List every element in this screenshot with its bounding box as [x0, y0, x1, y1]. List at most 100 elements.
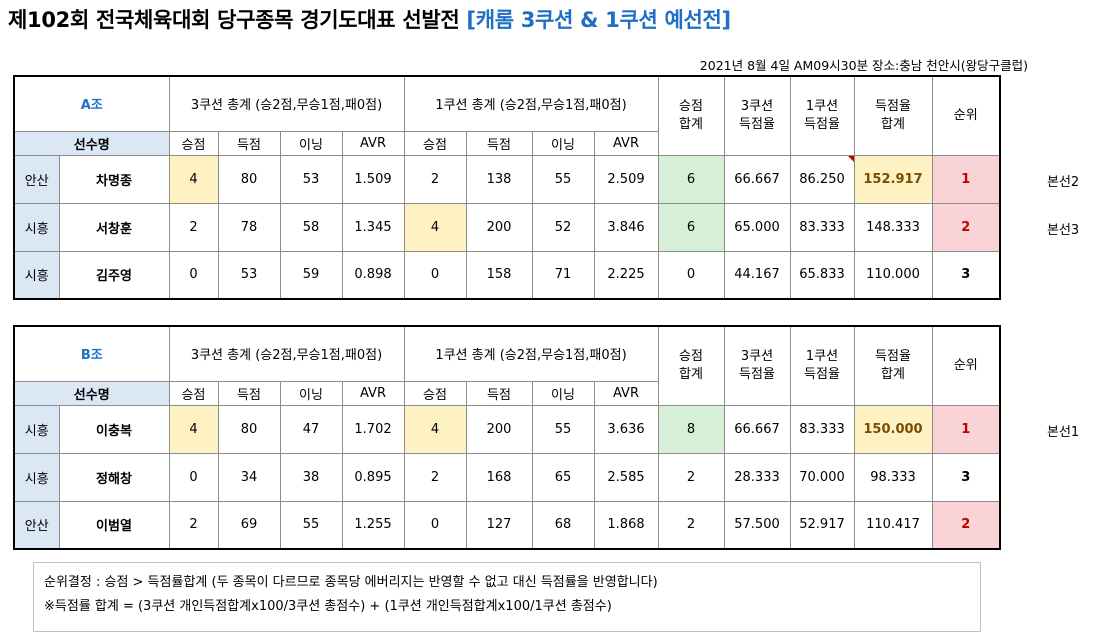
sub-header: 승점: [168, 380, 219, 406]
c3-innings: 55: [279, 500, 343, 550]
one-rate: 65.833: [789, 250, 855, 300]
rate-sum-header: 득점율 합계: [853, 75, 933, 156]
sub-header: AVR: [593, 130, 659, 156]
region: 시흥: [13, 202, 60, 252]
c1-points: 4: [403, 404, 467, 454]
player-label: 선수명: [13, 130, 170, 156]
one-cushion-header: 1쿠션 총계 (승2점,무승1점,패0점): [403, 75, 659, 132]
event-info: 2021년 8월 4일 AM09시30분 장소:충남 천안시(왕당구클럽): [699, 58, 1028, 73]
one-rate: 70.000: [789, 452, 855, 502]
sub-header: 이닝: [279, 130, 343, 156]
qualification-note: 본선2: [1047, 175, 1080, 190]
sub-header: 이닝: [279, 380, 343, 406]
three-rate: 66.667: [723, 154, 791, 204]
c3-score: 80: [217, 154, 281, 204]
c3-avr: 1.509: [341, 154, 405, 204]
three-rate: 28.333: [723, 452, 791, 502]
c1-score: 138: [465, 154, 533, 204]
title-highlight: [캐롬 3쿠션 & 1쿠션 예선전]: [466, 8, 731, 32]
c1-score: 200: [465, 404, 533, 454]
three-rate-header: 3쿠션 득점율: [723, 75, 791, 156]
rank: 3: [931, 452, 1001, 502]
sub-header: 승점: [403, 380, 467, 406]
rate-sum: 98.333: [853, 452, 933, 502]
c1-innings: 55: [531, 154, 595, 204]
table-row: 시흥 김주영 0 53 59 0.898 0 158 71 2.225 0 44…: [13, 250, 1001, 300]
c1-avr: 1.868: [593, 500, 659, 550]
points-sum: 2: [657, 452, 725, 502]
region: 안산: [13, 154, 60, 204]
c1-avr: 2.585: [593, 452, 659, 502]
points-sum: 0: [657, 250, 725, 300]
c3-avr: 0.898: [341, 250, 405, 300]
sub-header: 득점: [217, 130, 281, 156]
c1-avr: 2.225: [593, 250, 659, 300]
c3-innings: 53: [279, 154, 343, 204]
player-name: 김주영: [58, 250, 170, 300]
points-sum: 6: [657, 202, 725, 252]
rank: 1: [931, 404, 1001, 454]
points-sum: 8: [657, 404, 725, 454]
one-rate-header: 1쿠션 득점율: [789, 75, 855, 156]
sub-header: 승점: [168, 130, 219, 156]
group-a-table: A조 3쿠션 총계 (승2점,무승1점,패0점) 1쿠션 총계 (승2점,무승1…: [13, 75, 1001, 300]
player-label: 선수명: [13, 380, 170, 406]
c3-avr: 1.345: [341, 202, 405, 252]
rank-header: 순위: [931, 325, 1001, 406]
c1-score: 127: [465, 500, 533, 550]
rank: 3: [931, 250, 1001, 300]
c1-points: 0: [403, 500, 467, 550]
sub-header: 득점: [465, 380, 533, 406]
player-name: 정해창: [58, 452, 170, 502]
c1-avr: 3.846: [593, 202, 659, 252]
c3-innings: 59: [279, 250, 343, 300]
qualification-note: 본선1: [1047, 425, 1080, 440]
table-row: 시흥 서창훈 2 78 58 1.345 4 200 52 3.846 6 65…: [13, 202, 1001, 252]
c3-points: 2: [168, 500, 219, 550]
sub-header: AVR: [593, 380, 659, 406]
c1-innings: 65: [531, 452, 595, 502]
c1-innings: 71: [531, 250, 595, 300]
points-sum-header: 승점 합계: [657, 325, 725, 406]
three-rate: 57.500: [723, 500, 791, 550]
c3-innings: 47: [279, 404, 343, 454]
sub-header: 이닝: [531, 130, 595, 156]
c1-score: 200: [465, 202, 533, 252]
c3-score: 53: [217, 250, 281, 300]
player-name: 서창훈: [58, 202, 170, 252]
c3-avr: 0.895: [341, 452, 405, 502]
region: 시흥: [13, 250, 60, 300]
one-rate: 83.333: [789, 404, 855, 454]
table-row: 안산 이범열 2 69 55 1.255 0 127 68 1.868 2 57…: [13, 500, 1001, 550]
rate-sum: 110.000: [853, 250, 933, 300]
one-rate-header: 1쿠션 득점율: [789, 325, 855, 406]
c1-innings: 68: [531, 500, 595, 550]
c3-score: 80: [217, 404, 281, 454]
one-rate: 86.250: [789, 154, 855, 204]
rate-sum: 148.333: [853, 202, 933, 252]
c3-avr: 1.255: [341, 500, 405, 550]
c1-points: 2: [403, 452, 467, 502]
three-cushion-header: 3쿠션 총계 (승2점,무승1점,패0점): [168, 75, 405, 132]
rate-sum-header: 득점율 합계: [853, 325, 933, 406]
c3-score: 78: [217, 202, 281, 252]
c3-score: 69: [217, 500, 281, 550]
group-b-table: B조 3쿠션 총계 (승2점,무승1점,패0점) 1쿠션 총계 (승2점,무승1…: [13, 325, 1001, 550]
page-title: 제102회 전국체육대회 당구종목 경기도대표 선발전 [캐롬 3쿠션 & 1쿠…: [8, 4, 731, 34]
rank-header: 순위: [931, 75, 1001, 156]
player-name: 이충복: [58, 404, 170, 454]
one-rate: 83.333: [789, 202, 855, 252]
one-cushion-header: 1쿠션 총계 (승2점,무승1점,패0점): [403, 325, 659, 382]
sub-header: 승점: [403, 130, 467, 156]
c1-avr: 3.636: [593, 404, 659, 454]
three-rate: 65.000: [723, 202, 791, 252]
three-rate-header: 3쿠션 득점율: [723, 325, 791, 406]
c3-innings: 58: [279, 202, 343, 252]
rank: 1: [931, 154, 1001, 204]
c1-points: 0: [403, 250, 467, 300]
c3-points: 4: [168, 154, 219, 204]
c1-points: 2: [403, 154, 467, 204]
three-cushion-header: 3쿠션 총계 (승2점,무승1점,패0점): [168, 325, 405, 382]
rate-sum: 150.000: [853, 404, 933, 454]
c3-points: 2: [168, 202, 219, 252]
